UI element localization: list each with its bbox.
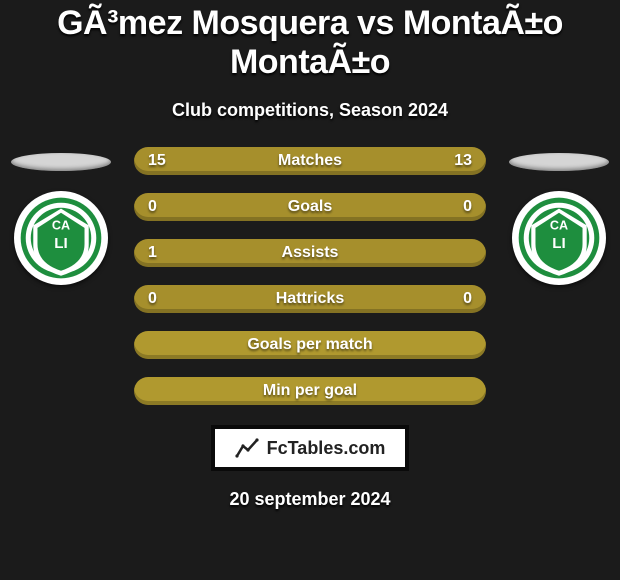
stat-label: Assists [282, 244, 339, 262]
comparison-date: 20 september 2024 [0, 489, 620, 510]
stat-label: Matches [278, 152, 342, 170]
page-title: GÃ³mez Mosquera vs MontaÃ±o MontaÃ±o [0, 4, 620, 82]
svg-text:LI: LI [552, 235, 565, 252]
stat-pill-goals: 0 Goals 0 [134, 193, 486, 221]
svg-text:LI: LI [54, 235, 67, 252]
stat-pill-goals-per-match: Goals per match [134, 331, 486, 359]
left-player-column: CA LI [6, 147, 116, 285]
svg-text:CA: CA [52, 219, 70, 233]
stat-pill-hattricks: 0 Hattricks 0 [134, 285, 486, 313]
right-player-column: CA LI [504, 147, 614, 285]
stat-left-value: 1 [148, 244, 157, 262]
chart-line-icon [235, 436, 259, 460]
stat-label: Min per goal [263, 382, 357, 400]
stat-left-value: 0 [148, 290, 157, 308]
right-player-photo [504, 147, 614, 177]
stat-right-value: 0 [463, 290, 472, 308]
stat-label: Goals per match [247, 336, 372, 354]
stat-left-value: 15 [148, 152, 166, 170]
stat-right-value: 0 [463, 198, 472, 216]
subtitle: Club competitions, Season 2024 [0, 100, 620, 121]
fctables-watermark: FcTables.com [211, 425, 409, 471]
svg-text:CA: CA [550, 219, 568, 233]
stat-pill-assists: 1 Assists [134, 239, 486, 267]
photo-placeholder [509, 153, 609, 171]
stat-right-value: 13 [454, 152, 472, 170]
right-club-badge: CA LI [512, 191, 606, 285]
left-club-badge: CA LI [14, 191, 108, 285]
stat-label: Hattricks [276, 290, 344, 308]
left-player-photo [6, 147, 116, 177]
stat-label: Goals [288, 198, 332, 216]
stat-pill-stack: 15 Matches 13 0 Goals 0 1 Assists 0 Hatt… [134, 147, 486, 405]
photo-placeholder [11, 153, 111, 171]
stat-left-value: 0 [148, 198, 157, 216]
stat-pill-matches: 15 Matches 13 [134, 147, 486, 175]
stat-pill-min-per-goal: Min per goal [134, 377, 486, 405]
club-crest-icon: CA LI [19, 196, 103, 280]
fctables-label: FcTables.com [267, 438, 386, 459]
club-crest-icon: CA LI [517, 196, 601, 280]
comparison-arena: CA LI CA LI 15 Matches 13 [0, 147, 620, 405]
